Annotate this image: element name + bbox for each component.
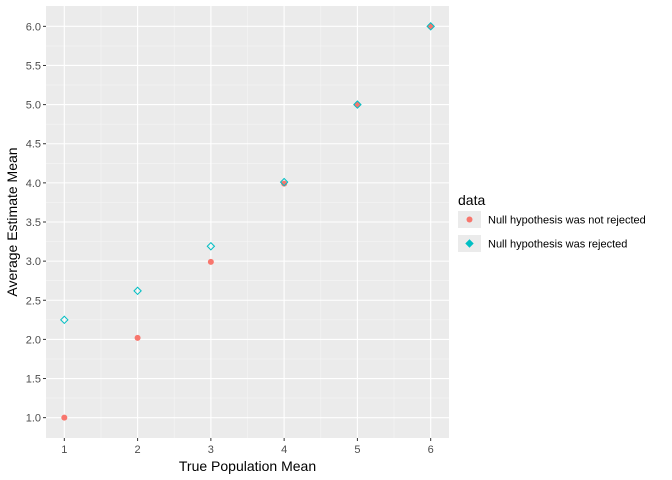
point-not-rejected <box>281 180 288 187</box>
point-rejected <box>133 286 142 296</box>
y-tick-label: 4.5 <box>26 139 41 151</box>
y-tick-label: 4.0 <box>26 178 41 190</box>
point-rejected <box>60 315 69 325</box>
legend-label-not-rejected: Null hypothesis was not rejected <box>488 215 646 227</box>
minor-gridlines <box>46 6 449 438</box>
y-tick-label: 3.5 <box>26 217 41 229</box>
legend-title: data <box>458 192 485 208</box>
point-rejected <box>279 177 289 187</box>
y-tick-label: 6.0 <box>26 21 41 33</box>
data-points <box>60 22 435 421</box>
legend-label-rejected: Null hypothesis was rejected <box>488 239 627 251</box>
y-tick-label: 1.0 <box>26 413 41 425</box>
x-tick-label: 3 <box>208 444 214 456</box>
x-axis-ticks: 1 2 3 4 5 6 <box>61 438 434 456</box>
y-tick-label: 1.5 <box>26 374 41 386</box>
x-tick-label: 6 <box>428 444 434 456</box>
point-not-rejected <box>61 414 68 421</box>
point-not-rejected <box>134 334 141 341</box>
x-tick-label: 2 <box>135 444 141 456</box>
major-gridlines <box>46 6 449 438</box>
legend-key-not-rejected <box>466 216 473 223</box>
x-axis-title: True Population Mean <box>179 458 316 474</box>
point-rejected <box>426 22 435 31</box>
x-tick-label: 1 <box>61 444 67 456</box>
point-rejected <box>206 241 216 251</box>
x-tick-label: 5 <box>354 444 360 456</box>
y-tick-label: 3.0 <box>26 256 41 268</box>
y-tick-label: 5.5 <box>26 60 41 72</box>
y-axis-ticks: 1.0 1.5 2.0 2.5 3.0 3.5 4.0 4.5 5.0 5.5 6.0 <box>26 21 46 425</box>
point-not-rejected <box>207 258 214 265</box>
point-rejected <box>353 100 362 109</box>
y-tick-label: 2.0 <box>26 334 41 346</box>
y-axis-title: Average Estimate Mean <box>4 147 20 296</box>
legend: data Null hypothesis was not rejected Nu… <box>458 192 646 252</box>
y-tick-label: 5.0 <box>26 100 41 112</box>
x-tick-label: 4 <box>281 444 287 456</box>
y-tick-label: 2.5 <box>26 295 41 307</box>
legend-key-rejected <box>465 239 474 248</box>
